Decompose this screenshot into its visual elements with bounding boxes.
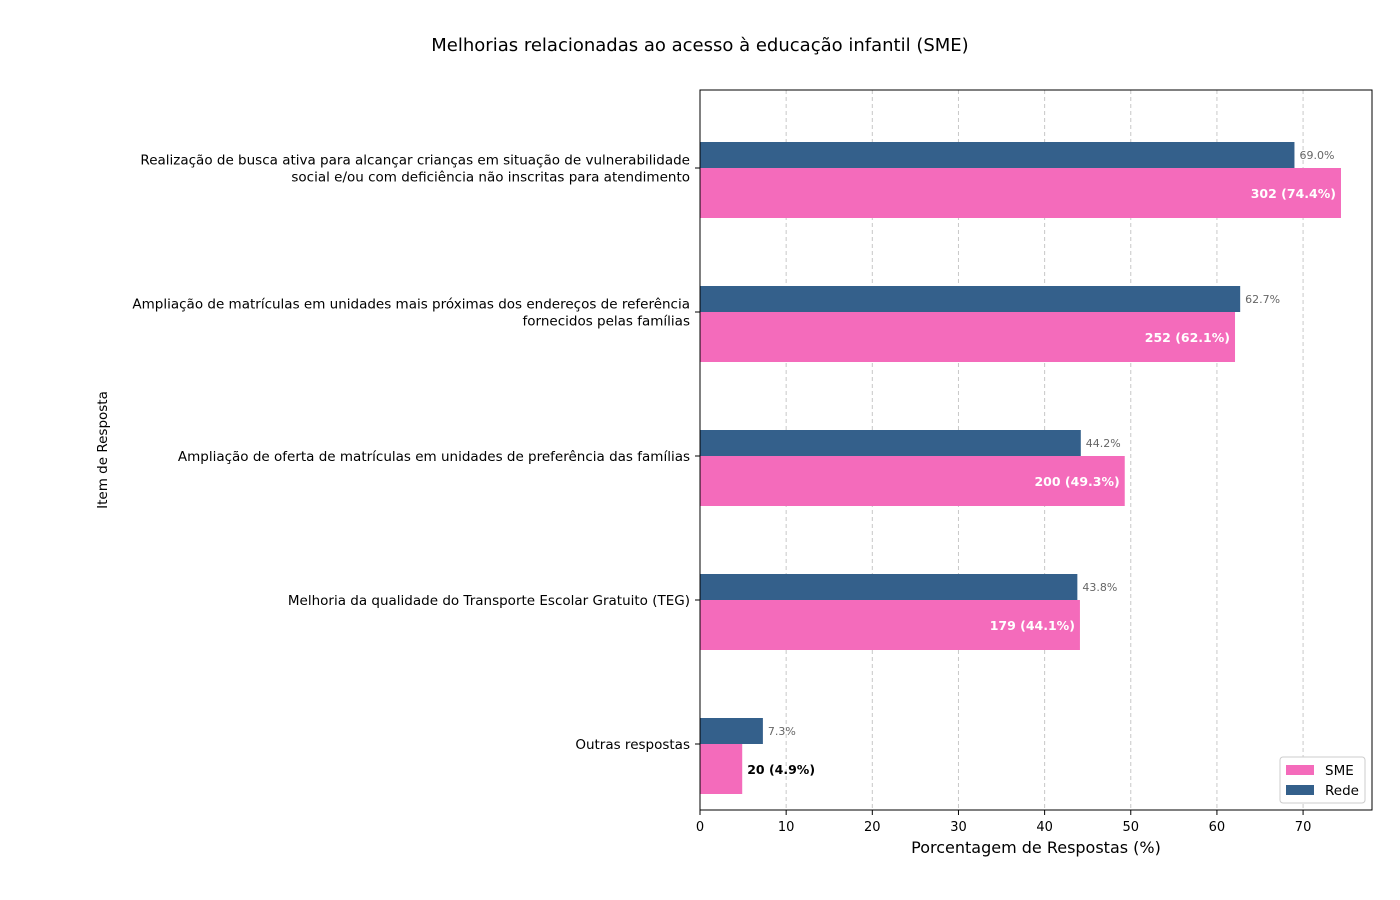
y-category-label: Melhoria da qualidade do Transporte Esco…	[288, 593, 690, 609]
legend-label: Rede	[1325, 783, 1359, 799]
x-tick-label: 10	[778, 820, 795, 835]
legend-swatch	[1286, 785, 1314, 795]
bar-sme	[700, 456, 1125, 506]
data-label-rede: 43.8%	[1082, 581, 1117, 594]
x-tick-label: 20	[864, 820, 881, 835]
bar-rede	[700, 430, 1081, 456]
data-label-sme: 252 (62.1%)	[1145, 330, 1230, 345]
bar-rede	[700, 286, 1241, 312]
y-axis-ticks: Realização de busca ativa para alcançar …	[132, 153, 700, 753]
x-tick-label: 40	[1036, 820, 1053, 835]
data-label-rede: 69.0%	[1299, 149, 1334, 162]
plot-frame	[699, 89, 1373, 811]
x-tick-label: 70	[1295, 820, 1312, 835]
bar-rede	[700, 718, 763, 744]
bar-sme	[700, 600, 1080, 650]
data-label-rede: 62.7%	[1245, 293, 1280, 306]
x-axis-label: Porcentagem de Respostas (%)	[911, 838, 1161, 857]
data-label-sme: 200 (49.3%)	[1034, 474, 1119, 489]
data-label-sme: 179 (44.1%)	[990, 618, 1075, 633]
bar-rede	[700, 574, 1078, 600]
bars-group	[700, 142, 1341, 794]
y-category-label: social e/ou com deficiência não inscrita…	[291, 170, 690, 186]
bar-sme	[700, 744, 743, 794]
legend: SME Rede	[1279, 756, 1366, 804]
bar-sme	[700, 312, 1236, 362]
y-category-label: Ampliação de matrículas em unidades mais…	[132, 297, 690, 313]
y-category-label: Outras respostas	[575, 737, 690, 753]
y-category-label: Realização de busca ativa para alcançar …	[140, 153, 690, 169]
bar-sme	[700, 168, 1341, 218]
x-tick-label: 30	[950, 820, 967, 835]
chart-title: Melhorias relacionadas ao acesso à educa…	[431, 35, 968, 56]
y-category-label: fornecidos pelas famílias	[523, 314, 690, 330]
data-label-rede: 7.3%	[768, 725, 796, 738]
x-tick-label: 0	[696, 820, 704, 835]
data-label-sme: 20 (4.9%)	[747, 762, 815, 777]
data-label-sme: 302 (74.4%)	[1251, 186, 1336, 201]
x-axis-ticks: 0 10 20 30 40 50 60 70	[696, 810, 1311, 835]
legend-swatch	[1286, 765, 1314, 775]
x-tick-label: 60	[1209, 820, 1226, 835]
legend-label: SME	[1325, 763, 1354, 779]
bar-rede	[700, 142, 1295, 168]
bar-labels-group: 69.0% 302 (74.4%) 62.7% 252 (62.1%) 44.2% 200…	[747, 149, 1336, 777]
y-axis-label: Item de Resposta	[95, 391, 111, 509]
x-tick-label: 50	[1122, 820, 1139, 835]
y-category-label: Ampliação de oferta de matrículas em uni…	[178, 449, 690, 465]
data-label-rede: 44.2%	[1086, 437, 1121, 450]
